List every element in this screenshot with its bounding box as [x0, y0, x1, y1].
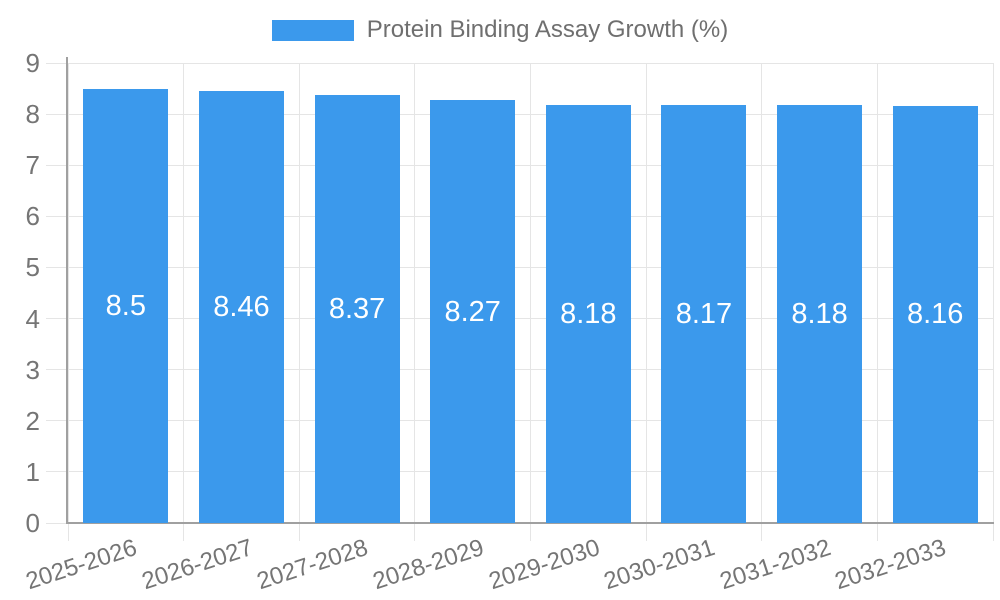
x-tick-label: 2030-2031: [600, 534, 719, 596]
y-tick-label: 1: [25, 456, 40, 487]
bar: 8.16: [892, 105, 978, 523]
bar-value-label: 8.46: [213, 290, 270, 323]
y-gridline: [46, 318, 993, 320]
bar-value-label: 8.5: [105, 289, 146, 322]
x-tick-label: 2026-2027: [138, 534, 256, 596]
bar: 8.27: [430, 100, 516, 523]
bar: 8.17: [661, 105, 747, 523]
y-tick-label: 0: [25, 508, 40, 538]
y-axis-line: [66, 57, 68, 524]
bar: 8.5: [83, 88, 169, 523]
y-tick-label: 4: [25, 303, 40, 334]
x-gridline: [183, 63, 185, 541]
y-gridline: [46, 62, 993, 64]
x-gridline: [530, 63, 531, 541]
x-tick-label: 2032-2033: [832, 534, 950, 596]
y-gridline: [46, 164, 993, 166]
legend-label: Protein Binding Assay Growth (%): [366, 16, 729, 43]
bar: 8.37: [314, 95, 400, 523]
y-gridline: [46, 369, 993, 371]
bar-value-label: 8.17: [675, 298, 733, 331]
bar: 8.46: [198, 90, 284, 523]
x-tick-label: 2027-2028: [253, 534, 372, 596]
y-tick-label: 3: [25, 354, 40, 385]
x-gridline: [298, 63, 300, 541]
x-gridline: [992, 63, 994, 541]
x-tick-label: 2025-2026: [22, 534, 141, 596]
y-tick-label: 5: [25, 252, 40, 283]
bar-value-label: 8.16: [906, 298, 964, 331]
x-gridline: [414, 63, 416, 541]
x-gridline: [761, 63, 763, 541]
bar-value-label: 8.18: [560, 297, 617, 330]
x-gridline: [67, 63, 69, 541]
y-tick-label: 2: [25, 405, 40, 436]
y-gridline: [46, 113, 993, 115]
bar-value-label: 8.37: [328, 293, 386, 326]
y-tick-label: 6: [25, 201, 40, 232]
x-gridline: [645, 63, 647, 541]
y-tick-label: 8: [25, 99, 40, 130]
x-tick-label: 2031-2032: [716, 534, 834, 596]
y-tick-label: 7: [25, 150, 40, 181]
x-axis-line: [66, 522, 994, 524]
x-gridline: [876, 63, 878, 541]
bar: 8.18: [777, 104, 863, 523]
y-gridline: [46, 215, 993, 217]
y-gridline: [46, 266, 993, 268]
legend-color-swatch: [271, 19, 354, 41]
x-tick-label: 2028-2029: [369, 534, 488, 596]
y-gridline: [46, 471, 993, 473]
bar-value-label: 8.18: [791, 297, 848, 330]
x-tick-label: 2029-2030: [485, 534, 603, 596]
bar-value-label: 8.27: [444, 295, 501, 328]
y-gridline: [46, 420, 993, 422]
legend-item[interactable]: Protein Binding Assay Growth (%): [0, 16, 1000, 44]
y-tick-label: 9: [25, 48, 40, 78]
bar: 8.18: [545, 104, 631, 523]
